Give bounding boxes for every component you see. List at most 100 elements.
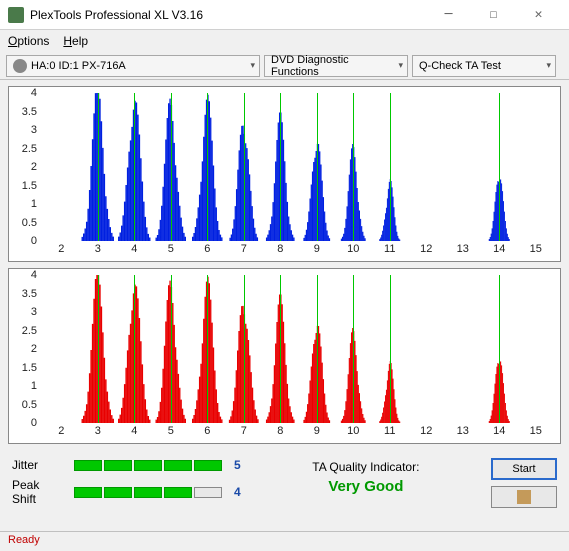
x-tick-label: 8 [277,243,283,255]
peakshift-row: Peak Shift 4 [12,478,241,506]
quality-col: Jitter 5 Peak Shift 4 [12,458,241,506]
y-tick-label: 3.5 [22,288,37,300]
x-tick-label: 15 [530,243,542,255]
minimize-button[interactable]: ─ [426,1,471,29]
function-dropdown[interactable]: DVD Diagnostic Functions [264,55,408,77]
grid-vline [171,93,172,241]
quality-block [74,487,102,498]
peakshift-value: 4 [234,485,241,499]
y-tick-label: 0 [31,235,37,247]
x-tick-label: 6 [204,243,210,255]
grid-vline [280,275,281,423]
ta-label: TA Quality Indicator: [261,460,471,474]
grid-vline [207,93,208,241]
window-buttons: ─ ☐ ✕ [426,1,561,29]
grid-vline [134,275,135,423]
x-tick-label: 13 [457,243,469,255]
quality-block [194,487,222,498]
grid-vline [244,275,245,423]
app-icon [8,7,24,23]
x-tick-label: 2 [58,243,64,255]
x-tick-label: 9 [314,425,320,437]
x-tick-label: 4 [131,425,137,437]
status-text: Ready [8,534,40,546]
y-tick-label: 0.5 [22,217,37,229]
quality-block [134,460,162,471]
plot-area [43,93,554,241]
x-tick-label: 5 [168,425,174,437]
y-tick-label: 2 [31,161,37,173]
plot-area [43,275,554,423]
chart-top: 00.511.522.533.5423456789101112131415 [8,86,561,262]
peakshift-label: Peak Shift [12,478,66,506]
y-tick-label: 0 [31,417,37,429]
menu-options[interactable]: Options [8,34,49,48]
y-tick-label: 1.5 [22,180,37,192]
y-tick-label: 4 [31,87,37,99]
grid-vline [499,275,500,423]
grid-vline [499,93,500,241]
chart-area: 00.511.522.533.5423456789101112131415 00… [0,80,569,452]
device-dropdown[interactable]: HA:0 ID:1 PX-716A [6,55,260,77]
quality-block [74,460,102,471]
grid-vline [171,275,172,423]
titlebar: PlexTools Professional XL V3.16 ─ ☐ ✕ [0,0,569,30]
jitter-label: Jitter [12,458,66,472]
x-tick-label: 5 [168,243,174,255]
test-label: Q-Check TA Test [419,60,501,72]
x-tick-label: 10 [347,243,359,255]
x-tick-label: 2 [58,425,64,437]
y-tick-label: 3.5 [22,106,37,118]
quality-block [194,460,222,471]
grid-vline [280,93,281,241]
x-tick-label: 11 [384,243,395,255]
x-tick-label: 10 [347,425,359,437]
chart-bottom: 00.511.522.533.5423456789101112131415 [8,268,561,444]
function-label: DVD Diagnostic Functions [271,54,389,78]
quality-block [164,460,192,471]
y-tick-label: 1 [31,198,37,210]
quality-block [104,487,132,498]
y-tick-label: 1.5 [22,362,37,374]
x-tick-label: 8 [277,425,283,437]
save-button[interactable] [491,486,557,508]
quality-block [164,487,192,498]
grid-vline [244,93,245,241]
grid-vline [390,93,391,241]
grid-vline [134,93,135,241]
menubar: Options Help [0,30,569,52]
jitter-blocks [74,460,222,471]
toolbar: HA:0 ID:1 PX-716A DVD Diagnostic Functio… [0,52,569,80]
y-tick-label: 2 [31,343,37,355]
quality-block [134,487,162,498]
maximize-button[interactable]: ☐ [471,1,516,29]
grid-vline [98,275,99,423]
y-tick-label: 0.5 [22,399,37,411]
status-bar: Ready [0,531,569,551]
close-button[interactable]: ✕ [516,1,561,29]
grid-vline [353,93,354,241]
x-tick-label: 7 [241,243,247,255]
start-button[interactable]: Start [491,458,557,480]
button-col: Start [491,458,557,508]
ta-col: TA Quality Indicator: Very Good [261,458,471,495]
x-tick-label: 4 [131,243,137,255]
x-tick-label: 12 [420,425,432,437]
save-icon [517,490,531,504]
x-tick-label: 12 [420,243,432,255]
test-dropdown[interactable]: Q-Check TA Test [412,55,556,77]
peakshift-blocks [74,487,222,498]
grid-vline [98,93,99,241]
grid-vline [353,275,354,423]
grid-vline [390,275,391,423]
quality-block [104,460,132,471]
y-tick-label: 3 [31,124,37,136]
menu-help[interactable]: Help [63,34,88,48]
x-tick-label: 11 [384,425,395,437]
footer-panel: Jitter 5 Peak Shift 4 TA Quality Indicat… [0,452,569,512]
x-tick-label: 3 [95,243,101,255]
x-tick-label: 14 [493,243,505,255]
x-tick-label: 6 [204,425,210,437]
device-label: HA:0 ID:1 PX-716A [31,60,126,72]
grid-vline [317,275,318,423]
